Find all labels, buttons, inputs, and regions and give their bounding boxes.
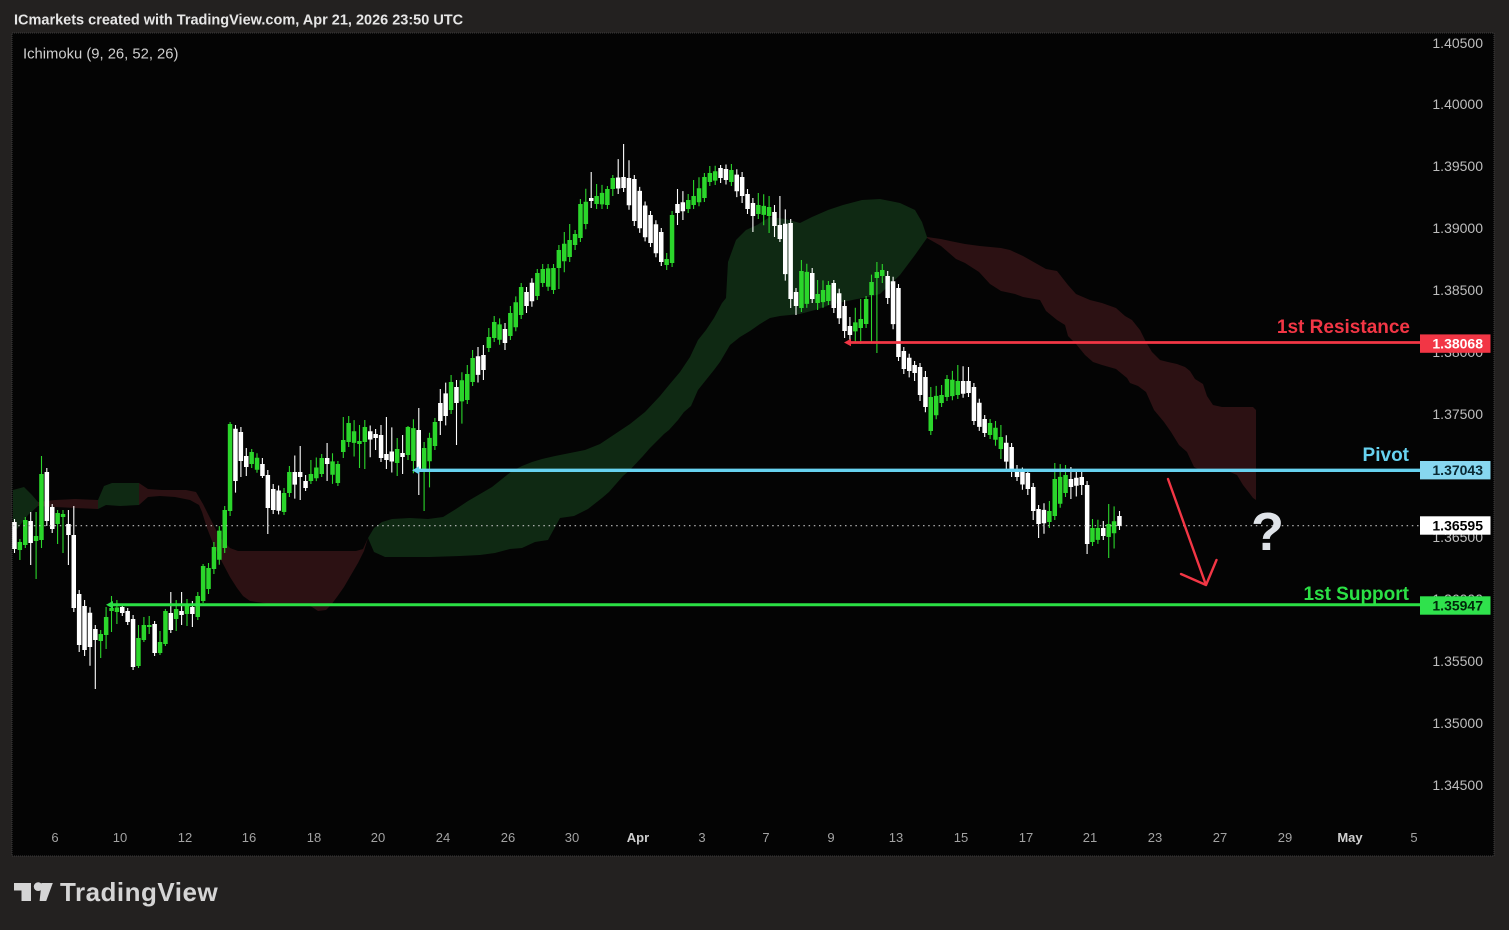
svg-text:6: 6 [51,830,58,845]
svg-text:26: 26 [501,830,515,845]
svg-text:Ichimoku (9, 26, 52, 26): Ichimoku (9, 26, 52, 26) [23,47,179,63]
svg-text:18: 18 [307,830,321,845]
svg-text:27: 27 [1213,830,1227,845]
svg-text:?: ? [1251,502,1284,562]
svg-text:21: 21 [1083,830,1097,845]
svg-text:1.35947: 1.35947 [1432,597,1483,613]
svg-text:TradingView: TradingView [60,877,218,907]
svg-text:1.40500: 1.40500 [1432,35,1483,51]
svg-text:1.40000: 1.40000 [1432,96,1483,112]
svg-text:1.34500: 1.34500 [1432,777,1483,793]
svg-text:1.37043: 1.37043 [1432,462,1483,478]
svg-text:1.39000: 1.39000 [1432,220,1483,236]
svg-text:1.37500: 1.37500 [1432,406,1483,422]
svg-text:1.35500: 1.35500 [1432,653,1483,669]
svg-text:1.36595: 1.36595 [1432,517,1483,533]
svg-text:May: May [1337,830,1363,845]
svg-text:Pivot: Pivot [1363,445,1410,466]
svg-text:12: 12 [178,830,192,845]
svg-text:Apr: Apr [627,830,649,845]
svg-text:1.39500: 1.39500 [1432,158,1483,174]
svg-text:24: 24 [436,830,450,845]
svg-text:9: 9 [827,830,834,845]
svg-text:30: 30 [565,830,579,845]
svg-text:1st Support: 1st Support [1303,584,1409,605]
svg-text:ICmarkets created with Trading: ICmarkets created with TradingView.com, … [14,13,464,29]
svg-text:16: 16 [242,830,256,845]
svg-text:5: 5 [1410,830,1417,845]
svg-text:17: 17 [1019,830,1033,845]
svg-text:1.38068: 1.38068 [1432,335,1483,351]
svg-text:7: 7 [762,830,769,845]
svg-text:1st Resistance: 1st Resistance [1277,317,1410,338]
svg-text:1.38500: 1.38500 [1432,282,1483,298]
svg-text:10: 10 [113,830,127,845]
svg-text:23: 23 [1148,830,1162,845]
svg-text:13: 13 [889,830,903,845]
svg-text:29: 29 [1278,830,1292,845]
svg-text:1.35000: 1.35000 [1432,715,1483,731]
svg-text:3: 3 [698,830,705,845]
svg-text:15: 15 [954,830,968,845]
svg-text:20: 20 [371,830,385,845]
